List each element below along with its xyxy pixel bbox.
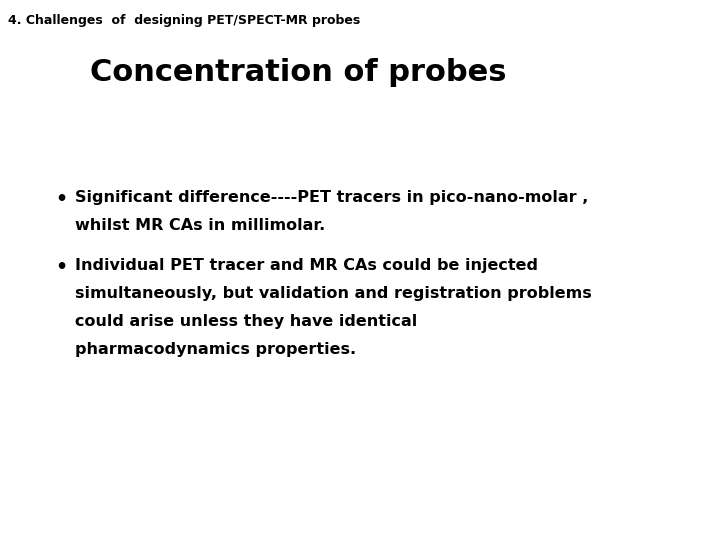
Text: •: • (55, 258, 67, 277)
Text: whilst MR CAs in millimolar.: whilst MR CAs in millimolar. (75, 218, 325, 233)
Text: Significant difference----PET tracers in pico-nano-molar ,: Significant difference----PET tracers in… (75, 190, 588, 205)
Text: simultaneously, but validation and registration problems: simultaneously, but validation and regis… (75, 286, 592, 301)
Text: pharmacodynamics properties.: pharmacodynamics properties. (75, 342, 356, 357)
Text: 4. Challenges  of  designing PET/SPECT-MR probes: 4. Challenges of designing PET/SPECT-MR … (8, 14, 360, 27)
Text: Individual PET tracer and MR CAs could be injected: Individual PET tracer and MR CAs could b… (75, 258, 538, 273)
Text: Concentration of probes: Concentration of probes (90, 58, 506, 87)
Text: •: • (55, 190, 67, 209)
Text: could arise unless they have identical: could arise unless they have identical (75, 314, 418, 329)
